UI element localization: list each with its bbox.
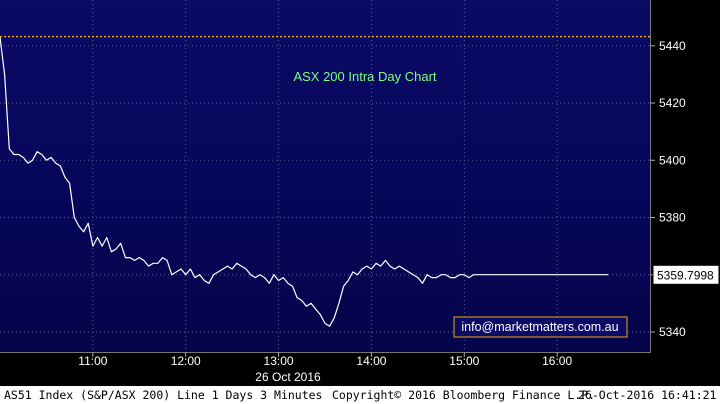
- last-value-box: [652, 264, 720, 285]
- watermark-text: info@marketmatters.com.au: [461, 320, 618, 334]
- footer-security: AS51 Index (S&P/ASX 200) Line 1 Days 3 M…: [4, 388, 323, 402]
- watermark-box: [453, 316, 628, 338]
- y-tick-label: 5400: [659, 153, 686, 167]
- footer-copyright: Copyright© 2016 Bloomberg Finance L.P.: [332, 388, 596, 402]
- footer-timestamp: 26-Oct-2016 16:41:21: [578, 388, 717, 402]
- chart-title: ASX 200 Intra Day Chart: [293, 69, 436, 84]
- x-tick-label: 14:00: [356, 354, 386, 368]
- last-value-label: 5359.7998: [657, 268, 714, 282]
- x-tick-label: 13:00: [264, 354, 294, 368]
- y-tick-label: 5440: [659, 39, 686, 53]
- plot-area: [0, 0, 651, 353]
- y-tick-label: 5420: [659, 96, 686, 110]
- x-tick-label: 11:00: [78, 354, 107, 368]
- line-chart: 11:0012:0013:0014:0015:0016:005340536053…: [0, 0, 720, 368]
- x-tick-label: 12:00: [171, 354, 201, 368]
- series-line: [0, 37, 609, 327]
- y-tick-label: 5380: [659, 210, 686, 224]
- x-tick-label: 16:00: [542, 354, 572, 368]
- x-axis-date-label: 26 Oct 2016: [255, 370, 321, 384]
- footer-bar: AS51 Index (S&P/ASX 200) Line 1 Days 3 M…: [0, 386, 720, 404]
- x-tick-label: 15:00: [449, 354, 479, 368]
- y-tick-label: 5340: [659, 325, 686, 339]
